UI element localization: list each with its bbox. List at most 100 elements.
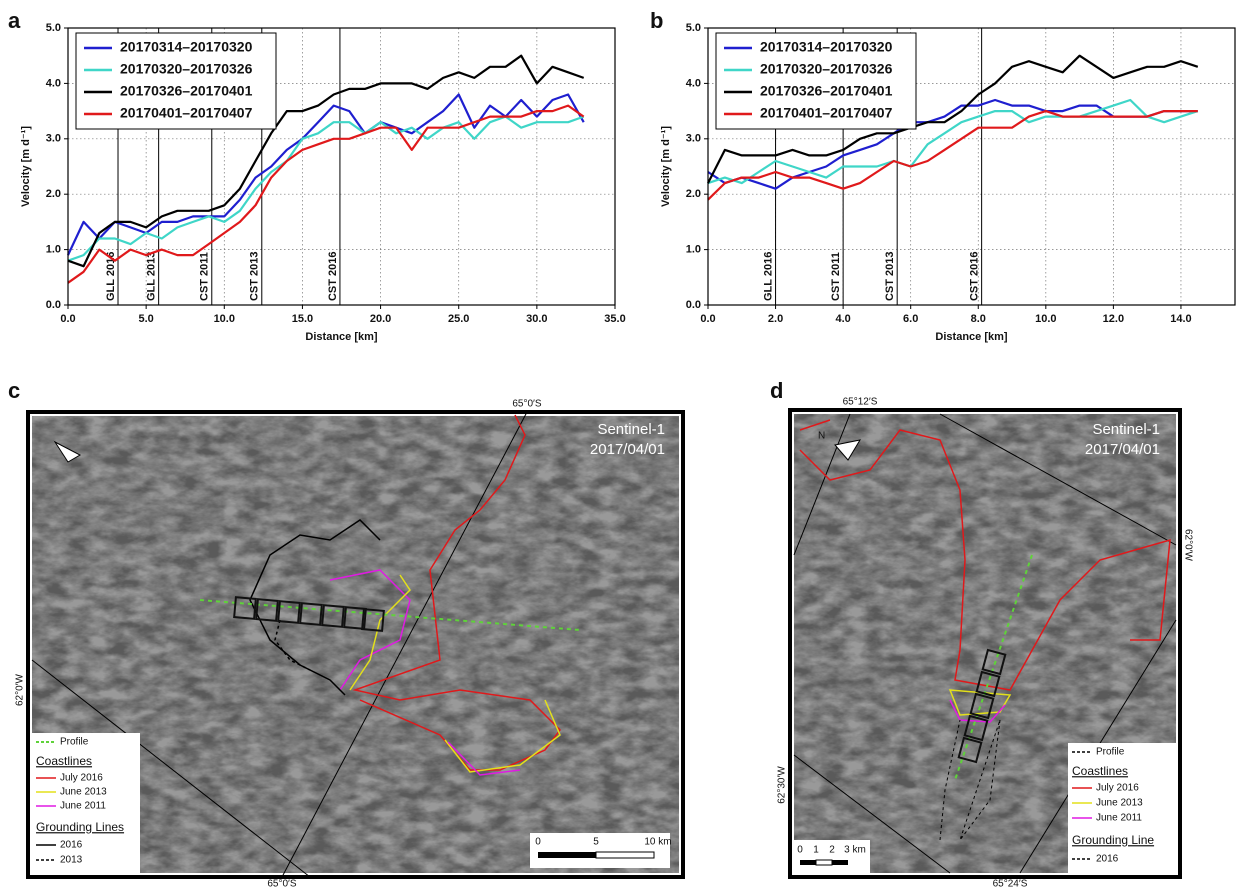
x-tick-label: 10.0 [1035,313,1056,325]
legend-label: 2013 [60,855,83,866]
y-tick-label: 3.0 [46,133,61,145]
panel-label: c [8,378,20,403]
annotation-label: GLL 2013 [146,252,158,301]
legend-label: July 2016 [1096,783,1139,794]
legend-label: 2016 [60,840,83,851]
map-sensor: Sentinel-1 [597,421,665,438]
scale-label: 2 [829,845,835,856]
grounding-line-2013 [274,619,311,671]
legend-label: June 2011 [60,801,106,812]
annotation-label: CST 2013 [249,251,261,301]
y-tick-label: 1.0 [46,244,61,256]
scale-bar-box [530,833,670,868]
lat-label: 65°0′S [267,879,297,889]
graticule [281,411,528,878]
legend-heading: Grounding Line [1072,833,1154,847]
lat-label: 65°12′S [843,397,878,408]
north-arrow [53,440,82,463]
x-tick-label: 20.0 [370,313,391,325]
y-tick-label: 2.0 [686,188,701,200]
lon-label: 62°0′W [1182,529,1193,562]
y-tick-label: 5.0 [686,22,701,34]
graticule [31,659,311,878]
legend-label: June 2013 [60,787,107,798]
panel-label: d [770,378,783,403]
x-tick-label: 0.0 [60,313,75,325]
scale-bar-box [794,840,870,873]
lon-label: 62°0′W [15,673,26,706]
legend-label: 20170320–20170326 [760,61,893,77]
map-c: c Sentinel-1 2017/04/01 65°0′S 65°0′S 62… [8,378,685,889]
scale-label: 0 [535,837,541,848]
legend-label: 20170401–20170407 [120,105,253,121]
legend-label: Profile [60,737,89,748]
y-axis-label: Velocity [m d⁻¹] [660,126,672,207]
data-line [707,98,1199,185]
lon-label: 62°30′W [777,766,788,804]
legend-label: 2016 [1096,854,1119,865]
legend-heading: Coastlines [36,754,92,768]
map-sensor: Sentinel-1 [1092,421,1160,438]
chart: a 0.0 1.0 2.0 3.0 4.0 5.0 0.0 5.0 10.0 15.0 20.0 25.… [8,8,626,343]
grounding-line-2016 [939,719,1001,841]
legend-label: June 2011 [1096,813,1142,824]
panel-label: b [650,8,663,33]
y-tick-label: 0.0 [686,299,701,311]
annotation-label: GLL 2016 [105,252,117,301]
coastline-2016 [352,414,561,771]
legend-label: 20170314–20170320 [120,39,253,55]
map-d: d N Sentinel-1 2017/04/01 65°12′S 65°24′… [770,378,1193,889]
map-date: 2017/04/01 [590,441,665,458]
coastline-2011 [329,569,521,776]
annotation-label: CST 2016 [327,251,339,301]
map-legend [32,733,140,873]
x-tick-label: 2.0 [768,313,783,325]
y-tick-label: 4.0 [46,77,61,89]
legend-label: 20170326–20170401 [760,83,893,99]
x-axis-label: Distance [km] [935,331,1007,343]
lat-label: 65°24′S [993,879,1028,889]
annotation-label: CST 2011 [830,252,842,301]
annotation-label: GLL 2016 [762,252,774,301]
legend-label: July 2016 [60,773,103,784]
scale-label: 10 km [644,837,671,848]
coastline-2013 [349,574,411,691]
x-tick-label: 5.0 [138,313,153,325]
map-date: 2017/04/01 [1085,441,1160,458]
x-tick-label: 14.0 [1170,313,1191,325]
y-axis-label: Velocity [m d⁻¹] [20,126,32,207]
north-arrow [834,439,862,461]
annotation-label: CST 2016 [969,251,981,301]
y-tick-label: 2.0 [46,188,61,200]
y-tick-label: 4.0 [686,77,701,89]
coastline-2013 [948,689,1012,716]
scale-label: 1 [813,845,819,856]
map-legend [1068,743,1176,873]
annotation-label: CST 2013 [884,251,896,301]
y-tick-label: 1.0 [686,244,701,256]
data-line [67,54,585,268]
legend-label: June 2013 [1096,798,1143,809]
x-tick-label: 4.0 [835,313,850,325]
profile-boxes [233,596,385,632]
y-tick-label: 5.0 [46,22,61,34]
lat-label: 65°0′S [512,399,542,410]
legend-label: 20170320–20170326 [120,61,253,77]
coastline-2011 [949,699,1006,723]
annotation-label: CST 2011 [199,252,211,301]
y-tick-label: 3.0 [686,133,701,145]
legend-heading: Coastlines [1072,764,1128,778]
data-line [67,93,585,256]
coastline-2016 [799,419,1171,691]
x-tick-label: 6.0 [903,313,918,325]
x-tick-label: 0.0 [700,313,715,325]
x-tick-label: 8.0 [971,313,986,325]
chart: b 0.0 1.0 2.0 3.0 4.0 5.0 0.0 2.0 4.0 6.0 8.0 10.0 12… [650,8,1236,343]
plot-frame [67,27,616,306]
data-line [67,115,585,262]
panel-label: a [8,8,21,33]
x-axis-label: Distance [km] [305,331,377,343]
x-tick-label: 15.0 [292,313,313,325]
legend-heading: Grounding Lines [36,820,124,834]
